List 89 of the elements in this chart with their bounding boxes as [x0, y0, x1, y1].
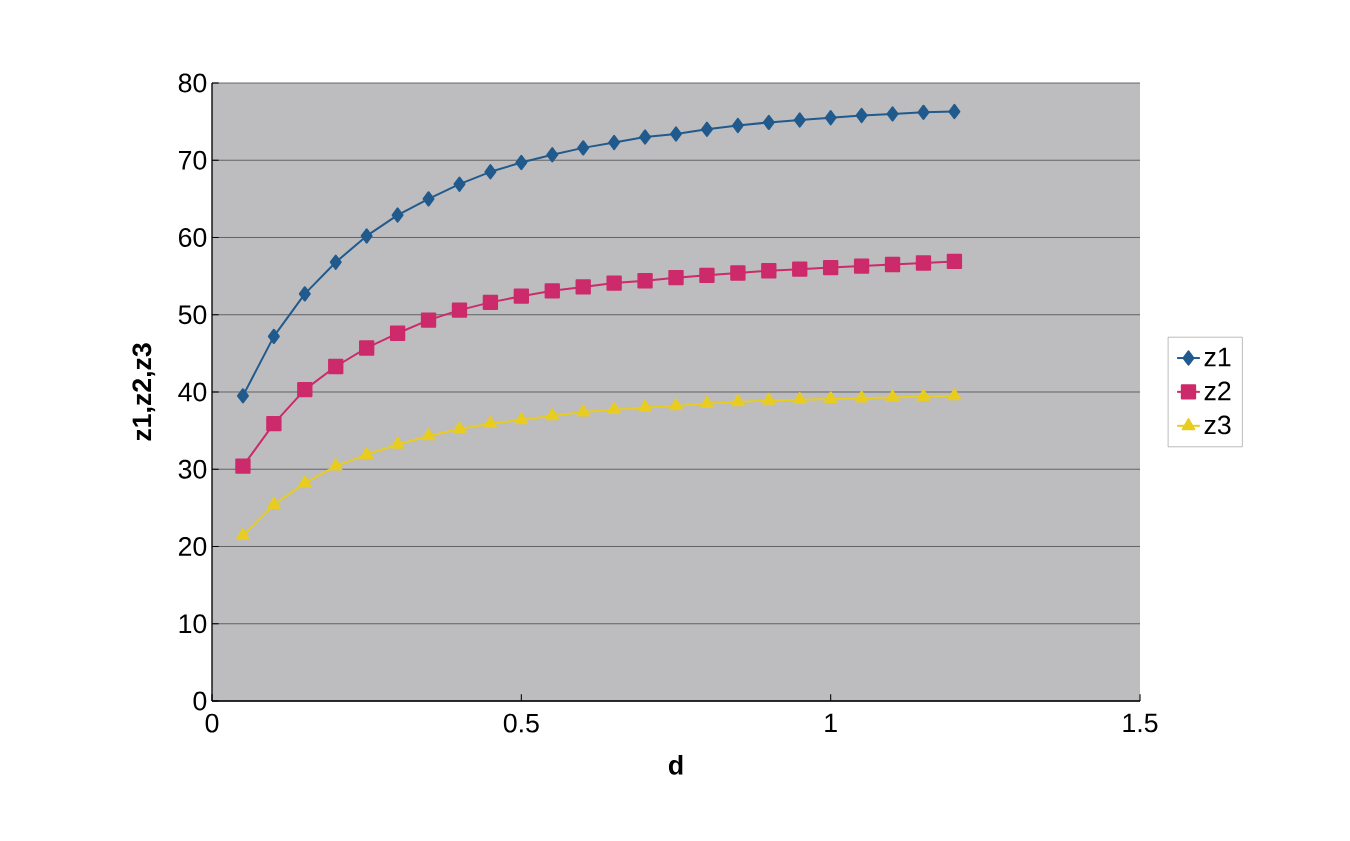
- point: [607, 402, 621, 415]
- point: [886, 106, 899, 122]
- point: [884, 256, 901, 273]
- y-tick-label: 50: [178, 305, 207, 325]
- point: [298, 475, 312, 488]
- y-tick-label: 10: [179, 614, 207, 634]
- point: [236, 388, 249, 404]
- point: [452, 421, 467, 434]
- point: [670, 126, 683, 142]
- point: [421, 428, 436, 441]
- point: [514, 412, 529, 425]
- point: [422, 191, 435, 207]
- point: [731, 394, 745, 407]
- y-tick-label: 70: [178, 150, 207, 170]
- point: [546, 147, 559, 163]
- point: [947, 388, 962, 401]
- point: [545, 408, 560, 421]
- point: [360, 228, 373, 244]
- point: [853, 258, 870, 274]
- y-tick-label: 60: [178, 228, 207, 247]
- point: [236, 528, 250, 541]
- y-axis-title: z1,z2,z3: [132, 343, 156, 441]
- point: [761, 263, 777, 279]
- point: [576, 404, 590, 417]
- point: [916, 388, 931, 401]
- point: [823, 391, 838, 404]
- point: [267, 497, 281, 510]
- point: [699, 267, 715, 284]
- y-tick-label: 30: [178, 459, 207, 479]
- point: [391, 207, 404, 223]
- x-tick-label: 0.5: [503, 713, 539, 733]
- point: [668, 270, 684, 286]
- x-axis-title: d: [668, 755, 683, 775]
- point: [854, 390, 869, 403]
- point: [792, 392, 807, 405]
- point: [235, 458, 251, 474]
- point: [762, 114, 775, 131]
- point: [329, 254, 342, 270]
- point: [298, 286, 311, 302]
- point: [267, 328, 280, 345]
- point: [390, 436, 405, 449]
- point: [328, 458, 343, 471]
- point: [484, 164, 497, 180]
- point: [266, 416, 282, 432]
- point: [513, 288, 529, 304]
- point: [637, 273, 653, 289]
- x-tick-label: 1.5: [1123, 713, 1158, 733]
- point: [948, 103, 961, 120]
- point: [359, 446, 374, 459]
- point: [855, 107, 868, 124]
- point: [700, 121, 713, 138]
- point: [577, 140, 590, 156]
- x-tick-label: 1: [825, 713, 837, 733]
- y-tick-label: 40: [178, 382, 207, 402]
- point: [420, 312, 437, 328]
- point: [359, 340, 375, 356]
- legend-label: z1: [1204, 347, 1231, 367]
- y-tick-label: 80: [178, 73, 207, 93]
- point: [730, 265, 746, 281]
- point: [792, 261, 808, 277]
- point: [453, 176, 466, 192]
- y-tick-label: 20: [178, 537, 207, 556]
- point: [639, 129, 652, 145]
- y-tick-label: 0: [193, 691, 207, 711]
- point: [544, 283, 560, 299]
- legend-label: z2: [1204, 381, 1231, 401]
- point: [823, 259, 839, 276]
- point: [297, 382, 313, 398]
- point: [762, 392, 776, 405]
- point: [451, 302, 468, 318]
- point: [885, 389, 900, 402]
- point: [700, 395, 714, 408]
- point: [608, 134, 621, 151]
- point: [389, 325, 406, 341]
- point: [482, 294, 499, 311]
- point: [915, 255, 932, 271]
- point: [793, 112, 806, 128]
- point: [606, 275, 622, 291]
- point: [946, 253, 963, 270]
- point: [515, 154, 528, 171]
- point: [824, 110, 837, 126]
- point: [575, 279, 591, 295]
- legend-label: z3: [1204, 415, 1231, 435]
- point: [917, 104, 930, 121]
- point: [328, 358, 344, 375]
- point: [669, 398, 683, 411]
- point: [483, 416, 498, 428]
- point: [638, 399, 652, 412]
- point: [731, 117, 744, 134]
